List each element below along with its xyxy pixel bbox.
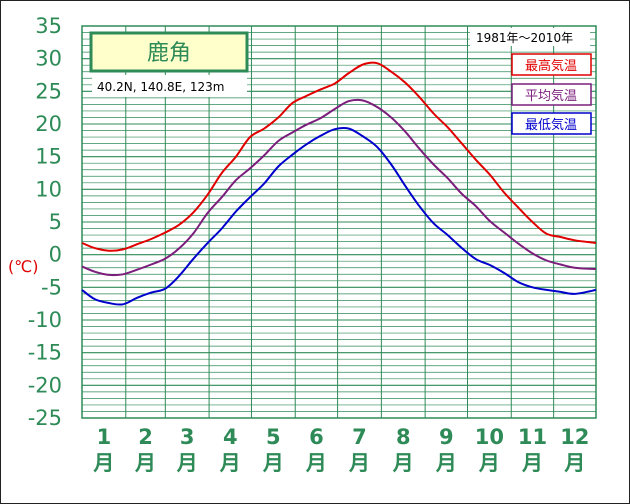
x-tick-label: 11 [518,425,547,449]
y-tick-label: -5 [41,275,62,299]
x-tick-label: 4 [223,425,238,449]
x-tick-suffix: 月 [478,451,500,475]
title-box [89,31,249,73]
y-tick-label: 25 [35,79,62,103]
legend: 最高気温 平均気温 最低気温 [511,53,592,135]
location-label: 40.2N, 140.8E, 123m [97,80,224,94]
x-tick-suffix: 月 [134,451,156,475]
period-box [470,28,590,46]
y-axis-unit: (℃) [8,257,38,276]
y-tick-label: 10 [35,177,62,201]
y-tick-label: -15 [28,341,62,365]
x-tick-label: 10 [475,425,504,449]
x-tick-label: 5 [266,425,281,449]
x-tick-suffix: 月 [563,451,585,475]
series-lines [81,61,597,306]
y-tick-label: 30 [35,47,62,71]
x-tick-label: 2 [138,425,153,449]
x-tick-suffix: 月 [262,451,284,475]
location-box [92,75,247,97]
min-temp-line [81,126,597,306]
y-tick-label: -25 [28,406,62,430]
period-label: 1981年〜2010年 [476,31,573,45]
x-tick-suffix: 月 [435,451,457,475]
y-tick-label: 0 [49,243,62,267]
x-tick-suffix: 月 [219,451,241,475]
x-tick-label: 6 [309,425,324,449]
x-tick-suffix: 月 [348,451,370,475]
legend-label-min: 最低気温 [525,117,577,133]
x-tick-label: 8 [396,425,411,449]
x-tick-suffix: 月 [392,451,414,475]
max-temp-line [81,61,597,252]
x-tick-label: 7 [352,425,367,449]
legend-box-max [511,53,592,76]
y-tick-label: 35 [35,14,62,38]
y-tick-label: -10 [28,308,62,332]
x-tick-label: 12 [560,425,589,449]
y-tick-label: 20 [35,112,62,136]
y-tick-label: 5 [49,210,62,234]
y-tick-label: -20 [28,373,62,397]
legend-box-min [511,112,592,135]
y-axis-ticks: 35 30 25 20 15 10 5 0 -5 -10 -15 -20 -25 [28,14,62,430]
avg-temp-line [81,98,597,277]
legend-box-avg [511,83,592,106]
x-tick-label: 3 [180,425,195,449]
legend-label-avg: 平均気温 [525,88,577,104]
x-tick-suffix: 月 [521,451,543,475]
plot-area-border [81,25,597,419]
chart-title: 鹿角 [147,41,191,66]
y-tick-label: 15 [35,145,62,169]
legend-label-max: 最高気温 [525,58,577,74]
x-tick-suffix: 月 [305,451,327,475]
x-tick-suffix: 月 [176,451,198,475]
x-tick-suffix: 月 [92,451,114,475]
x-tick-label: 1 [97,425,112,449]
x-tick-label: 9 [439,425,454,449]
